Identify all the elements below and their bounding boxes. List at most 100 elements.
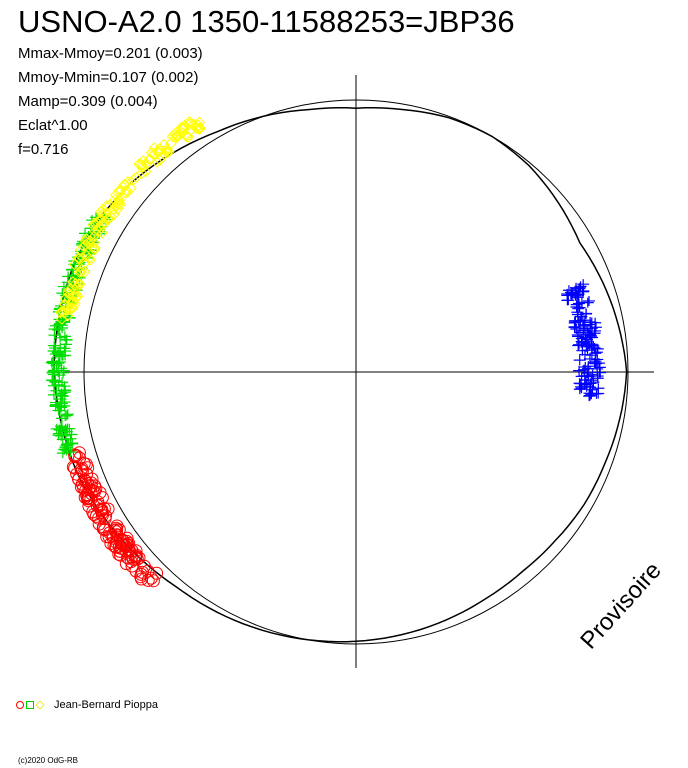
red-data-point xyxy=(121,551,135,565)
green-data-point xyxy=(64,433,77,444)
observer-name: Jean-Bernard Pioppa xyxy=(54,699,158,711)
green-data-point xyxy=(49,401,62,412)
blue-data-point xyxy=(570,323,583,334)
yellow-data-point xyxy=(100,200,113,212)
yellow-data-point xyxy=(119,187,132,199)
red-data-point xyxy=(86,505,100,519)
yellow-data-point xyxy=(98,217,111,229)
green-data-point xyxy=(58,387,71,398)
yellow-data-point xyxy=(158,148,170,160)
yellow-data-point xyxy=(66,302,78,314)
blue-data-point xyxy=(581,297,594,308)
blue-data-point xyxy=(576,285,589,296)
stat-eclat: Eclat^1.00 xyxy=(18,117,88,134)
yellow-data-point xyxy=(144,153,156,166)
blue-data-point xyxy=(587,377,600,388)
yellow-data-point xyxy=(136,167,148,180)
yellow-data-point xyxy=(177,121,189,134)
blue-data-point xyxy=(568,321,581,332)
red-data-point xyxy=(99,509,113,523)
blue-data-point xyxy=(573,365,586,376)
yellow-data-point xyxy=(161,145,173,157)
yellow-data-point xyxy=(60,304,72,316)
red-data-point xyxy=(82,491,95,505)
yellow-data-point xyxy=(69,298,81,310)
green-data-point xyxy=(47,389,60,400)
yellow-data-point xyxy=(113,194,126,206)
yellow-data-point xyxy=(73,278,85,290)
red-data-point xyxy=(74,480,88,494)
green-data-point xyxy=(59,441,72,452)
yellow-data-point xyxy=(166,130,179,143)
green-data-point xyxy=(49,377,62,388)
red-data-point xyxy=(95,503,109,517)
yellow-data-point xyxy=(59,293,72,305)
yellow-data-point xyxy=(194,123,206,135)
yellow-data-point xyxy=(75,244,87,256)
blue-data-point xyxy=(575,381,588,392)
green-data-point xyxy=(58,331,71,342)
yellow-data-point xyxy=(54,306,67,319)
blue-data-point xyxy=(571,292,584,303)
page-title: USNO-A2.0 1350-11588253=JBP36 xyxy=(18,4,515,39)
yellow-data-point xyxy=(68,258,81,271)
red-data-point xyxy=(150,566,164,580)
red-data-point xyxy=(134,567,148,581)
yellow-data-point xyxy=(192,123,204,135)
yellow-data-point xyxy=(169,132,182,144)
yellow-data-point xyxy=(57,305,69,317)
blue-data-point xyxy=(564,289,577,300)
red-data-point xyxy=(141,564,155,578)
yellow-data-point xyxy=(92,225,104,238)
yellow-data-point xyxy=(88,244,101,256)
yellow-data-point xyxy=(89,225,101,238)
blue-data-point xyxy=(561,295,574,306)
blue-data-point xyxy=(572,340,585,351)
green-data-point xyxy=(61,409,74,420)
blue-data-point xyxy=(588,342,601,353)
yellow-data-point xyxy=(80,233,92,245)
red-data-point xyxy=(135,572,148,586)
yellow-data-point xyxy=(111,203,124,215)
blue-data-point xyxy=(562,285,575,296)
yellow-data-point xyxy=(140,158,153,170)
stat-mamp: Mamp=0.309 (0.004) xyxy=(18,93,158,110)
blue-data-point xyxy=(593,362,606,373)
blue-data-point xyxy=(585,375,598,386)
blue-data-point xyxy=(570,301,583,312)
blue-data-point xyxy=(580,308,593,319)
legend: Jean-Bernard Pioppa xyxy=(16,697,158,713)
blue-data-point xyxy=(571,307,584,318)
red-data-point xyxy=(91,495,105,509)
blue-data-point xyxy=(589,356,602,367)
yellow-data-point xyxy=(145,146,158,159)
blue-data-point xyxy=(592,383,605,394)
blue-data-point xyxy=(573,384,586,395)
red-data-point xyxy=(72,446,86,460)
yellow-data-point xyxy=(161,147,173,159)
green-data-point xyxy=(58,397,71,408)
copyright-text: (c)2020 OdG-RB xyxy=(18,756,79,765)
yellow-data-point xyxy=(182,119,194,131)
yellow-data-point xyxy=(107,203,120,216)
green-square-icon xyxy=(26,701,34,709)
red-data-point xyxy=(121,538,135,552)
blue-data-point xyxy=(583,388,596,399)
green-data-point xyxy=(52,428,65,439)
red-data-point xyxy=(72,472,85,486)
yellow-data-point xyxy=(122,185,134,198)
green-data-point xyxy=(59,423,72,434)
red-data-point xyxy=(85,472,99,486)
yellow-data-point xyxy=(89,242,101,254)
green-data-point xyxy=(46,375,59,386)
red-data-point xyxy=(114,548,127,562)
yellow-data-point xyxy=(73,266,86,279)
blue-data-point xyxy=(582,361,595,372)
green-data-point xyxy=(53,351,66,362)
yellow-data-point xyxy=(152,145,164,158)
yellow-diamond-icon xyxy=(35,700,45,710)
yellow-data-point xyxy=(182,131,195,143)
red-data-point xyxy=(129,550,143,563)
yellow-data-point xyxy=(193,116,206,128)
